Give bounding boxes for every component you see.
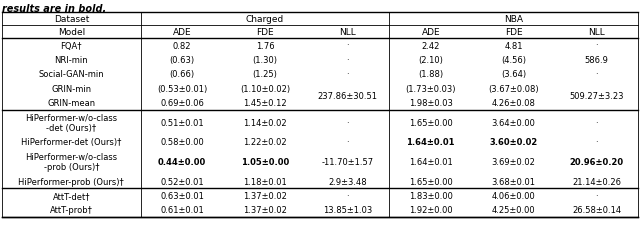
Text: HiPerformer-w/o-class
-det (Ours)†: HiPerformer-w/o-class -det (Ours)† [25,113,117,132]
Text: 0.63±0.01: 0.63±0.01 [160,191,204,200]
Text: 237.86±30.51: 237.86±30.51 [318,91,378,100]
Text: 3.69±0.02: 3.69±0.02 [492,157,536,166]
Text: 4.25±0.00: 4.25±0.00 [492,205,536,214]
Text: (0.63): (0.63) [170,56,195,65]
Text: ·: · [595,41,598,50]
Text: ·: · [595,138,598,147]
Text: 0.69±0.06: 0.69±0.06 [160,99,204,108]
Text: (1.73±0.03): (1.73±0.03) [406,84,456,93]
Text: Dataset: Dataset [54,15,89,24]
Text: 1.83±0.00: 1.83±0.00 [409,191,452,200]
Text: 1.37±0.02: 1.37±0.02 [243,205,287,214]
Text: ADE: ADE [422,28,440,37]
Text: NLL: NLL [339,28,356,37]
Text: 1.65±0.00: 1.65±0.00 [409,177,452,186]
Text: 20.96±0.20: 20.96±0.20 [570,157,623,166]
Text: 0.52±0.01: 0.52±0.01 [160,177,204,186]
Text: (3.67±0.08): (3.67±0.08) [488,84,539,93]
Text: 0.61±0.01: 0.61±0.01 [160,205,204,214]
Text: 3.64±0.00: 3.64±0.00 [492,118,536,127]
Text: ·: · [347,70,349,79]
Text: results are in bold.: results are in bold. [2,4,106,14]
Text: HiPerformer-w/o-class
-prob (Ours)†: HiPerformer-w/o-class -prob (Ours)† [25,152,117,171]
Text: (0.53±0.01): (0.53±0.01) [157,84,207,93]
Text: NBA: NBA [504,15,523,24]
Text: ·: · [595,118,598,127]
Text: 4.26±0.08: 4.26±0.08 [492,99,536,108]
Text: 0.44±0.00: 0.44±0.00 [158,157,206,166]
Text: (2.10): (2.10) [419,56,444,65]
Text: 1.18±0.01: 1.18±0.01 [243,177,287,186]
Text: 0.82: 0.82 [173,41,191,50]
Text: ·: · [595,70,598,79]
Text: GRIN-min: GRIN-min [51,84,92,93]
Text: 3.60±0.02: 3.60±0.02 [490,138,538,147]
Text: 0.51±0.01: 0.51±0.01 [160,118,204,127]
Text: (0.66): (0.66) [170,70,195,79]
Text: 2.9±3.48: 2.9±3.48 [328,177,367,186]
Text: ·: · [595,191,598,200]
Text: 1.64±0.01: 1.64±0.01 [406,138,455,147]
Text: Model: Model [58,28,85,37]
Text: 1.92±0.00: 1.92±0.00 [409,205,452,214]
Text: 1.14±0.02: 1.14±0.02 [243,118,287,127]
Text: Charged: Charged [246,15,284,24]
Text: 586.9: 586.9 [584,56,609,65]
Text: 13.85±1.03: 13.85±1.03 [323,205,372,214]
Text: 4.81: 4.81 [504,41,523,50]
Text: ADE: ADE [173,28,191,37]
Text: (3.64): (3.64) [501,70,526,79]
Text: HiPerformer-prob (Ours)†: HiPerformer-prob (Ours)† [19,177,124,186]
Text: (4.56): (4.56) [501,56,526,65]
Text: 0.58±0.00: 0.58±0.00 [160,138,204,147]
Text: 21.14±0.26: 21.14±0.26 [572,177,621,186]
Text: GRIN-mean: GRIN-mean [47,99,95,108]
Text: AttT-det†: AttT-det† [52,191,90,200]
Text: HiPerformer-det (Ours)†: HiPerformer-det (Ours)† [21,138,122,147]
Text: 1.45±0.12: 1.45±0.12 [243,99,287,108]
Text: FDE: FDE [256,28,274,37]
Text: (1.25): (1.25) [253,70,277,79]
Text: 4.06±0.00: 4.06±0.00 [492,191,536,200]
Text: FQA†: FQA† [61,41,82,50]
Text: 1.64±0.01: 1.64±0.01 [409,157,452,166]
Text: FDE: FDE [505,28,522,37]
Text: 1.05±0.00: 1.05±0.00 [241,157,289,166]
Text: 1.22±0.02: 1.22±0.02 [243,138,287,147]
Text: NLL: NLL [588,28,605,37]
Text: (1.88): (1.88) [418,70,444,79]
Text: 509.27±3.23: 509.27±3.23 [570,91,624,100]
Text: (1.30): (1.30) [253,56,278,65]
Text: Social-GAN-min: Social-GAN-min [38,70,104,79]
Text: 3.68±0.01: 3.68±0.01 [492,177,536,186]
Text: NRI-min: NRI-min [54,56,88,65]
Text: ·: · [347,41,349,50]
Text: ·: · [347,138,349,147]
Text: AttT-prob†: AttT-prob† [50,205,93,214]
Text: ·: · [347,56,349,65]
Text: -11.70±1.57: -11.70±1.57 [322,157,374,166]
Text: 2.42: 2.42 [422,41,440,50]
Text: 1.37±0.02: 1.37±0.02 [243,191,287,200]
Text: 1.98±0.03: 1.98±0.03 [409,99,452,108]
Text: (1.10±0.02): (1.10±0.02) [240,84,290,93]
Text: 1.76: 1.76 [255,41,275,50]
Text: 1.65±0.00: 1.65±0.00 [409,118,452,127]
Text: ·: · [347,191,349,200]
Text: ·: · [347,118,349,127]
Text: 26.58±0.14: 26.58±0.14 [572,205,621,214]
